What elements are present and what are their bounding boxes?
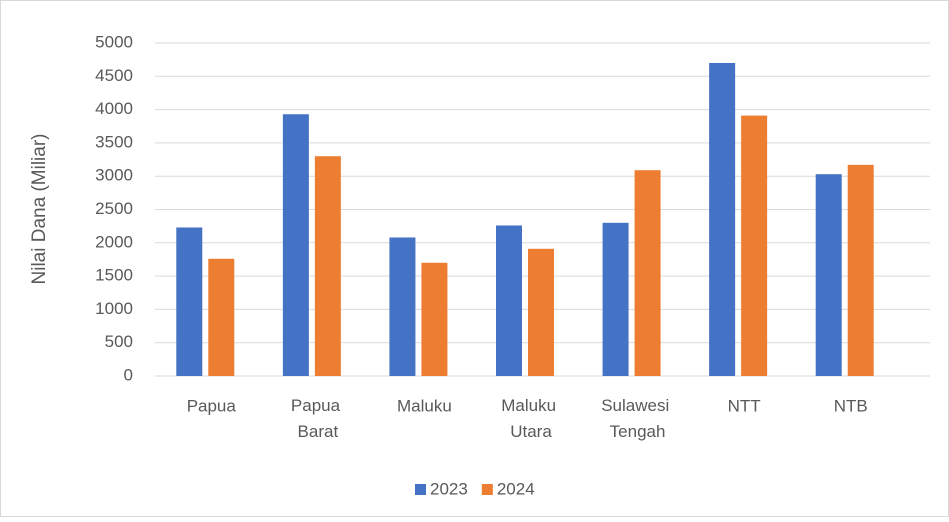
y-tick-label: 500 [105, 332, 133, 351]
bar [421, 262, 448, 376]
bar [282, 114, 309, 377]
y-tick-label: 2500 [95, 199, 133, 218]
x-tick-label: NTB [834, 396, 868, 415]
y-tick-label: 1000 [95, 299, 133, 318]
bar [602, 222, 629, 376]
y-axis-title: Nilai Dana (Miliar) [29, 134, 50, 285]
legend-swatch [481, 484, 493, 495]
bar [314, 156, 341, 376]
x-tick-label: Maluku Utara [501, 396, 561, 441]
x-tick-label: Sulawesi Tengah [601, 396, 674, 441]
legend-swatch [415, 484, 426, 495]
x-tick-label: NTT [728, 396, 761, 415]
y-tick-label: 4500 [95, 66, 133, 85]
bar [496, 225, 522, 376]
bar [815, 174, 842, 376]
y-tick-label: 1500 [95, 266, 133, 285]
y-tick-label: 3000 [95, 166, 133, 185]
x-tick-label: Papua [187, 396, 237, 415]
legend-label: 2023 [430, 479, 468, 498]
bar [709, 62, 736, 376]
x-tick-label: Papua Barat [291, 396, 345, 441]
x-tick-label: Maluku [397, 396, 452, 415]
y-tick-label: 4000 [95, 99, 133, 118]
bar [176, 227, 203, 376]
bar [528, 248, 554, 376]
y-tick-label: 2000 [95, 232, 133, 251]
y-tick-label: 0 [124, 365, 133, 384]
legend-label: 2024 [497, 479, 535, 498]
bar [208, 258, 235, 376]
bar [847, 164, 874, 376]
bar [389, 237, 416, 376]
y-tick-label: 5000 [95, 32, 133, 51]
y-tick-label: 3500 [95, 132, 133, 151]
bar [634, 170, 661, 376]
bar [741, 115, 768, 377]
